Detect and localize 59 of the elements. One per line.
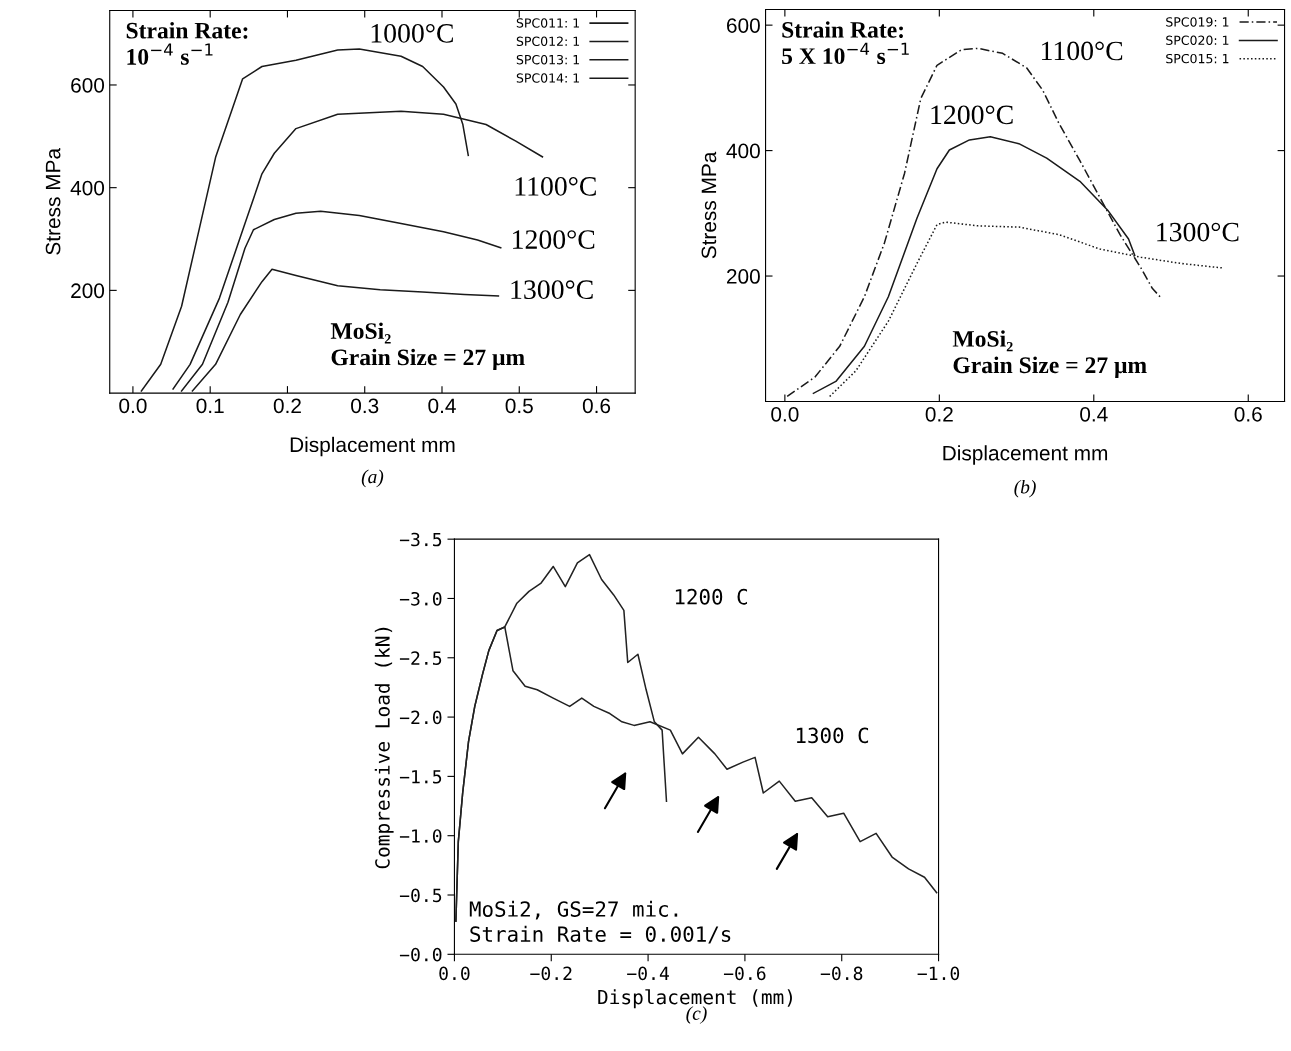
- y-tick-label: −3.5: [399, 532, 442, 547]
- x-tick-label: 0.0: [771, 406, 799, 422]
- annotation: 1300°C: [1157, 222, 1239, 242]
- x-axis-title: Displacement mm: [943, 445, 1108, 465]
- annotation: 1300 C: [796, 727, 869, 744]
- x-tick-label: −0.4: [627, 966, 669, 981]
- legend-label: SPC011: 1: [516, 18, 580, 28]
- legend-label: SPC020: 1: [1166, 35, 1229, 45]
- x-axis-title: Displacement mm: [290, 436, 455, 457]
- annotation: 1100°C: [515, 176, 596, 196]
- y-axis-title: Stress MPa: [45, 147, 61, 255]
- x-tick-label: 0.6: [1234, 406, 1262, 422]
- annotation: 1200 C: [675, 588, 748, 605]
- annotation: 1300°C: [511, 280, 593, 300]
- y-axis-title: Compressive Load (kN): [374, 627, 394, 869]
- y-tick-label: −2.0: [399, 710, 442, 725]
- x-tick-label: 0.5: [505, 398, 533, 414]
- annotation: MoSi₂ Grain Size = 27 μm: [952, 330, 1147, 378]
- annotation: Strain Rate: 5 X 10$^{−4}$ s$^{−1}$: [782, 21, 909, 65]
- y-tick-label: −1.0: [399, 829, 442, 843]
- y-tick-label: 600: [71, 77, 105, 93]
- x-tick-label: −0.6: [723, 966, 766, 981]
- legend-label: SPC014: 1: [516, 73, 580, 83]
- text: (b): [1014, 479, 1036, 498]
- x-tick-label: 0.4: [428, 398, 456, 414]
- y-tick-label: 400: [70, 180, 105, 196]
- x-tick-label: 0.2: [273, 398, 301, 414]
- y-tick-label: 600: [727, 18, 760, 33]
- annotation: 1000°C: [371, 23, 453, 43]
- legend-label: SPC019: 1: [1166, 17, 1229, 27]
- x-tick-label: −0.2: [530, 966, 572, 981]
- legend-label: SPC013: 1: [516, 54, 580, 65]
- x-tick-label: 0.6: [582, 398, 611, 414]
- y-axis-title: Stress MPa: [701, 151, 717, 259]
- y-tick-label: −0.5: [399, 888, 442, 903]
- y-tick-label: −2.5: [399, 651, 442, 665]
- y-tick-label: −1.5: [399, 770, 442, 784]
- y-tick-label: 400: [726, 143, 760, 159]
- y-tick-label: 200: [726, 269, 760, 284]
- annotation: MoSi2, GS=27 mic. Strain Rate = 0.001/s: [469, 900, 731, 944]
- y-tick-label: −0.0: [399, 947, 442, 962]
- x-tick-label: 0.2: [925, 406, 953, 422]
- x-tick-label: 0.1: [196, 398, 224, 414]
- y-tick-label: −3.0: [399, 591, 442, 606]
- annotation: 1200°C: [931, 105, 1013, 125]
- x-tick-label: 0.0: [119, 398, 147, 414]
- text: (a): [361, 469, 384, 488]
- legend-label: SPC015: 1: [1166, 53, 1229, 64]
- x-tick-label: 0.4: [1080, 406, 1108, 422]
- annotation: 1100°C: [1041, 41, 1123, 61]
- x-tick-label: 0.3: [351, 398, 379, 414]
- x-tick-label: −1.0: [917, 966, 960, 981]
- y-tick-label: 200: [71, 283, 105, 299]
- x-tick-label: 0.0: [439, 966, 470, 981]
- legend-label: SPC012: 1: [516, 36, 580, 47]
- annotation: 1200°C: [513, 230, 595, 249]
- x-tick-label: −0.8: [820, 966, 863, 981]
- annotation: MoSi₂ Grain Size = 27 μm: [330, 322, 525, 371]
- annotation: Strain Rate: 10$^{−4}$ s$^{−1}$: [126, 21, 248, 65]
